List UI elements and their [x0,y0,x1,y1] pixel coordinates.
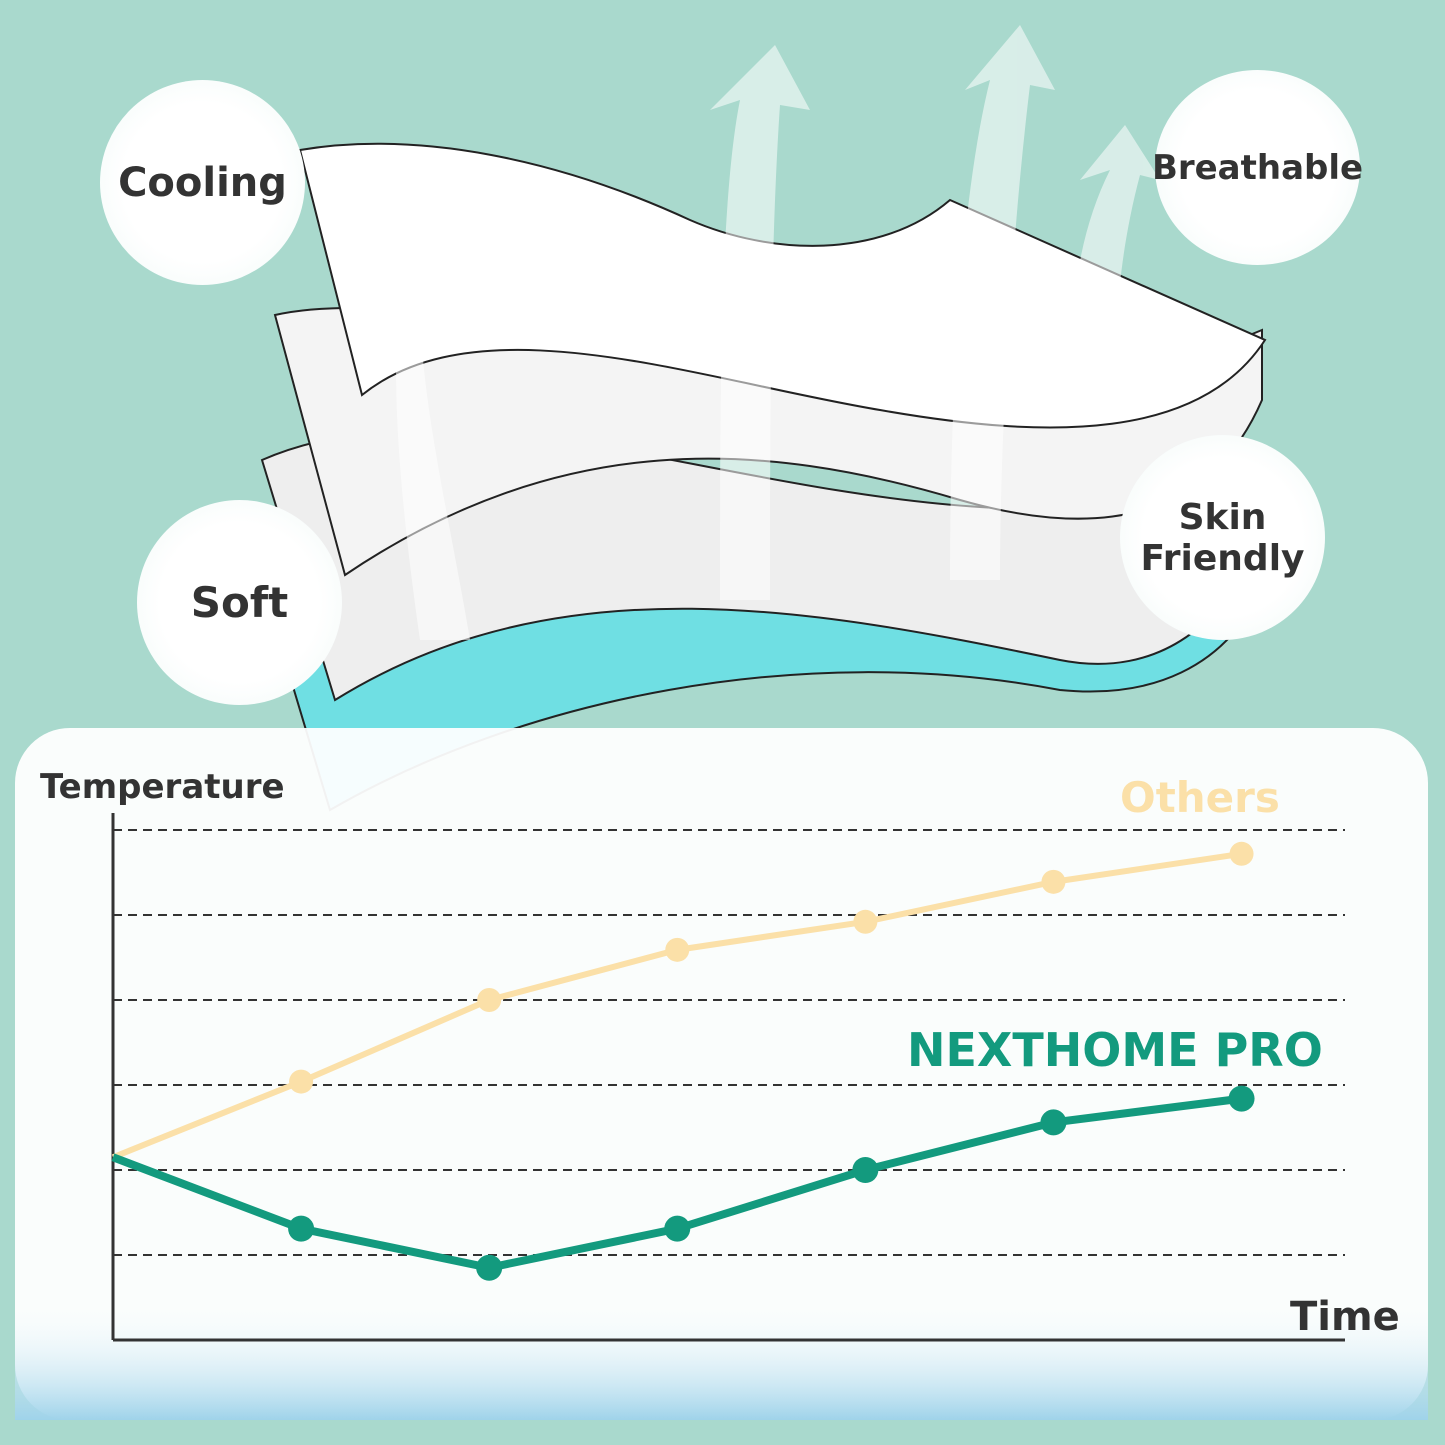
data-point [1040,1109,1067,1136]
chart-panel [15,728,1428,1420]
legend-label: Others [1120,773,1280,822]
layer-white [298,142,1267,429]
feature-bubble: Cooling [100,80,305,285]
y-axis-label: Temperature [40,767,285,807]
data-point [1229,841,1254,866]
data-point [1228,1085,1255,1112]
x-axis-label: Time [1290,1294,1400,1340]
feature-bubble: Skin Friendly [1120,435,1325,640]
legend-label: NEXTHOME PRO [907,1023,1323,1077]
data-point [665,937,690,962]
data-point [476,1254,503,1281]
feature-bubble: Breathable [1152,70,1363,265]
data-point [477,988,502,1012]
data-point [853,909,878,934]
data-point [664,1215,691,1242]
data-point [852,1157,879,1183]
ice-band [15,1300,1428,1420]
data-point [1041,869,1066,894]
data-point [289,1069,314,1094]
data-point [288,1215,315,1242]
feature-bubble: Soft [137,500,342,705]
air-arrows [360,25,1160,640]
plot: Others NEXTHOME PRO [111,773,1345,1342]
